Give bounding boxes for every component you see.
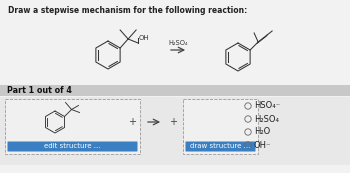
Text: H₂O: H₂O <box>254 128 270 136</box>
Text: Part 1 out of 4: Part 1 out of 4 <box>7 86 72 95</box>
Text: draw structure ...: draw structure ... <box>190 143 251 149</box>
Text: Draw a stepwise mechanism for the following reaction:: Draw a stepwise mechanism for the follow… <box>8 6 247 15</box>
FancyBboxPatch shape <box>7 142 138 152</box>
Text: edit structure ...: edit structure ... <box>44 143 101 149</box>
Bar <box>0 97 350 165</box>
Text: OH⁻: OH⁻ <box>254 140 271 149</box>
Text: HSO₄⁻: HSO₄⁻ <box>254 102 280 111</box>
Text: +: + <box>169 117 177 127</box>
Bar <box>183 99 258 154</box>
Bar <box>5 99 140 154</box>
FancyBboxPatch shape <box>186 142 256 152</box>
Text: H₂SO₄: H₂SO₄ <box>168 40 188 46</box>
Bar <box>0 85 350 96</box>
Text: +: + <box>128 117 136 127</box>
Text: OH: OH <box>139 35 150 41</box>
Text: H₂SO₄: H₂SO₄ <box>254 115 279 124</box>
